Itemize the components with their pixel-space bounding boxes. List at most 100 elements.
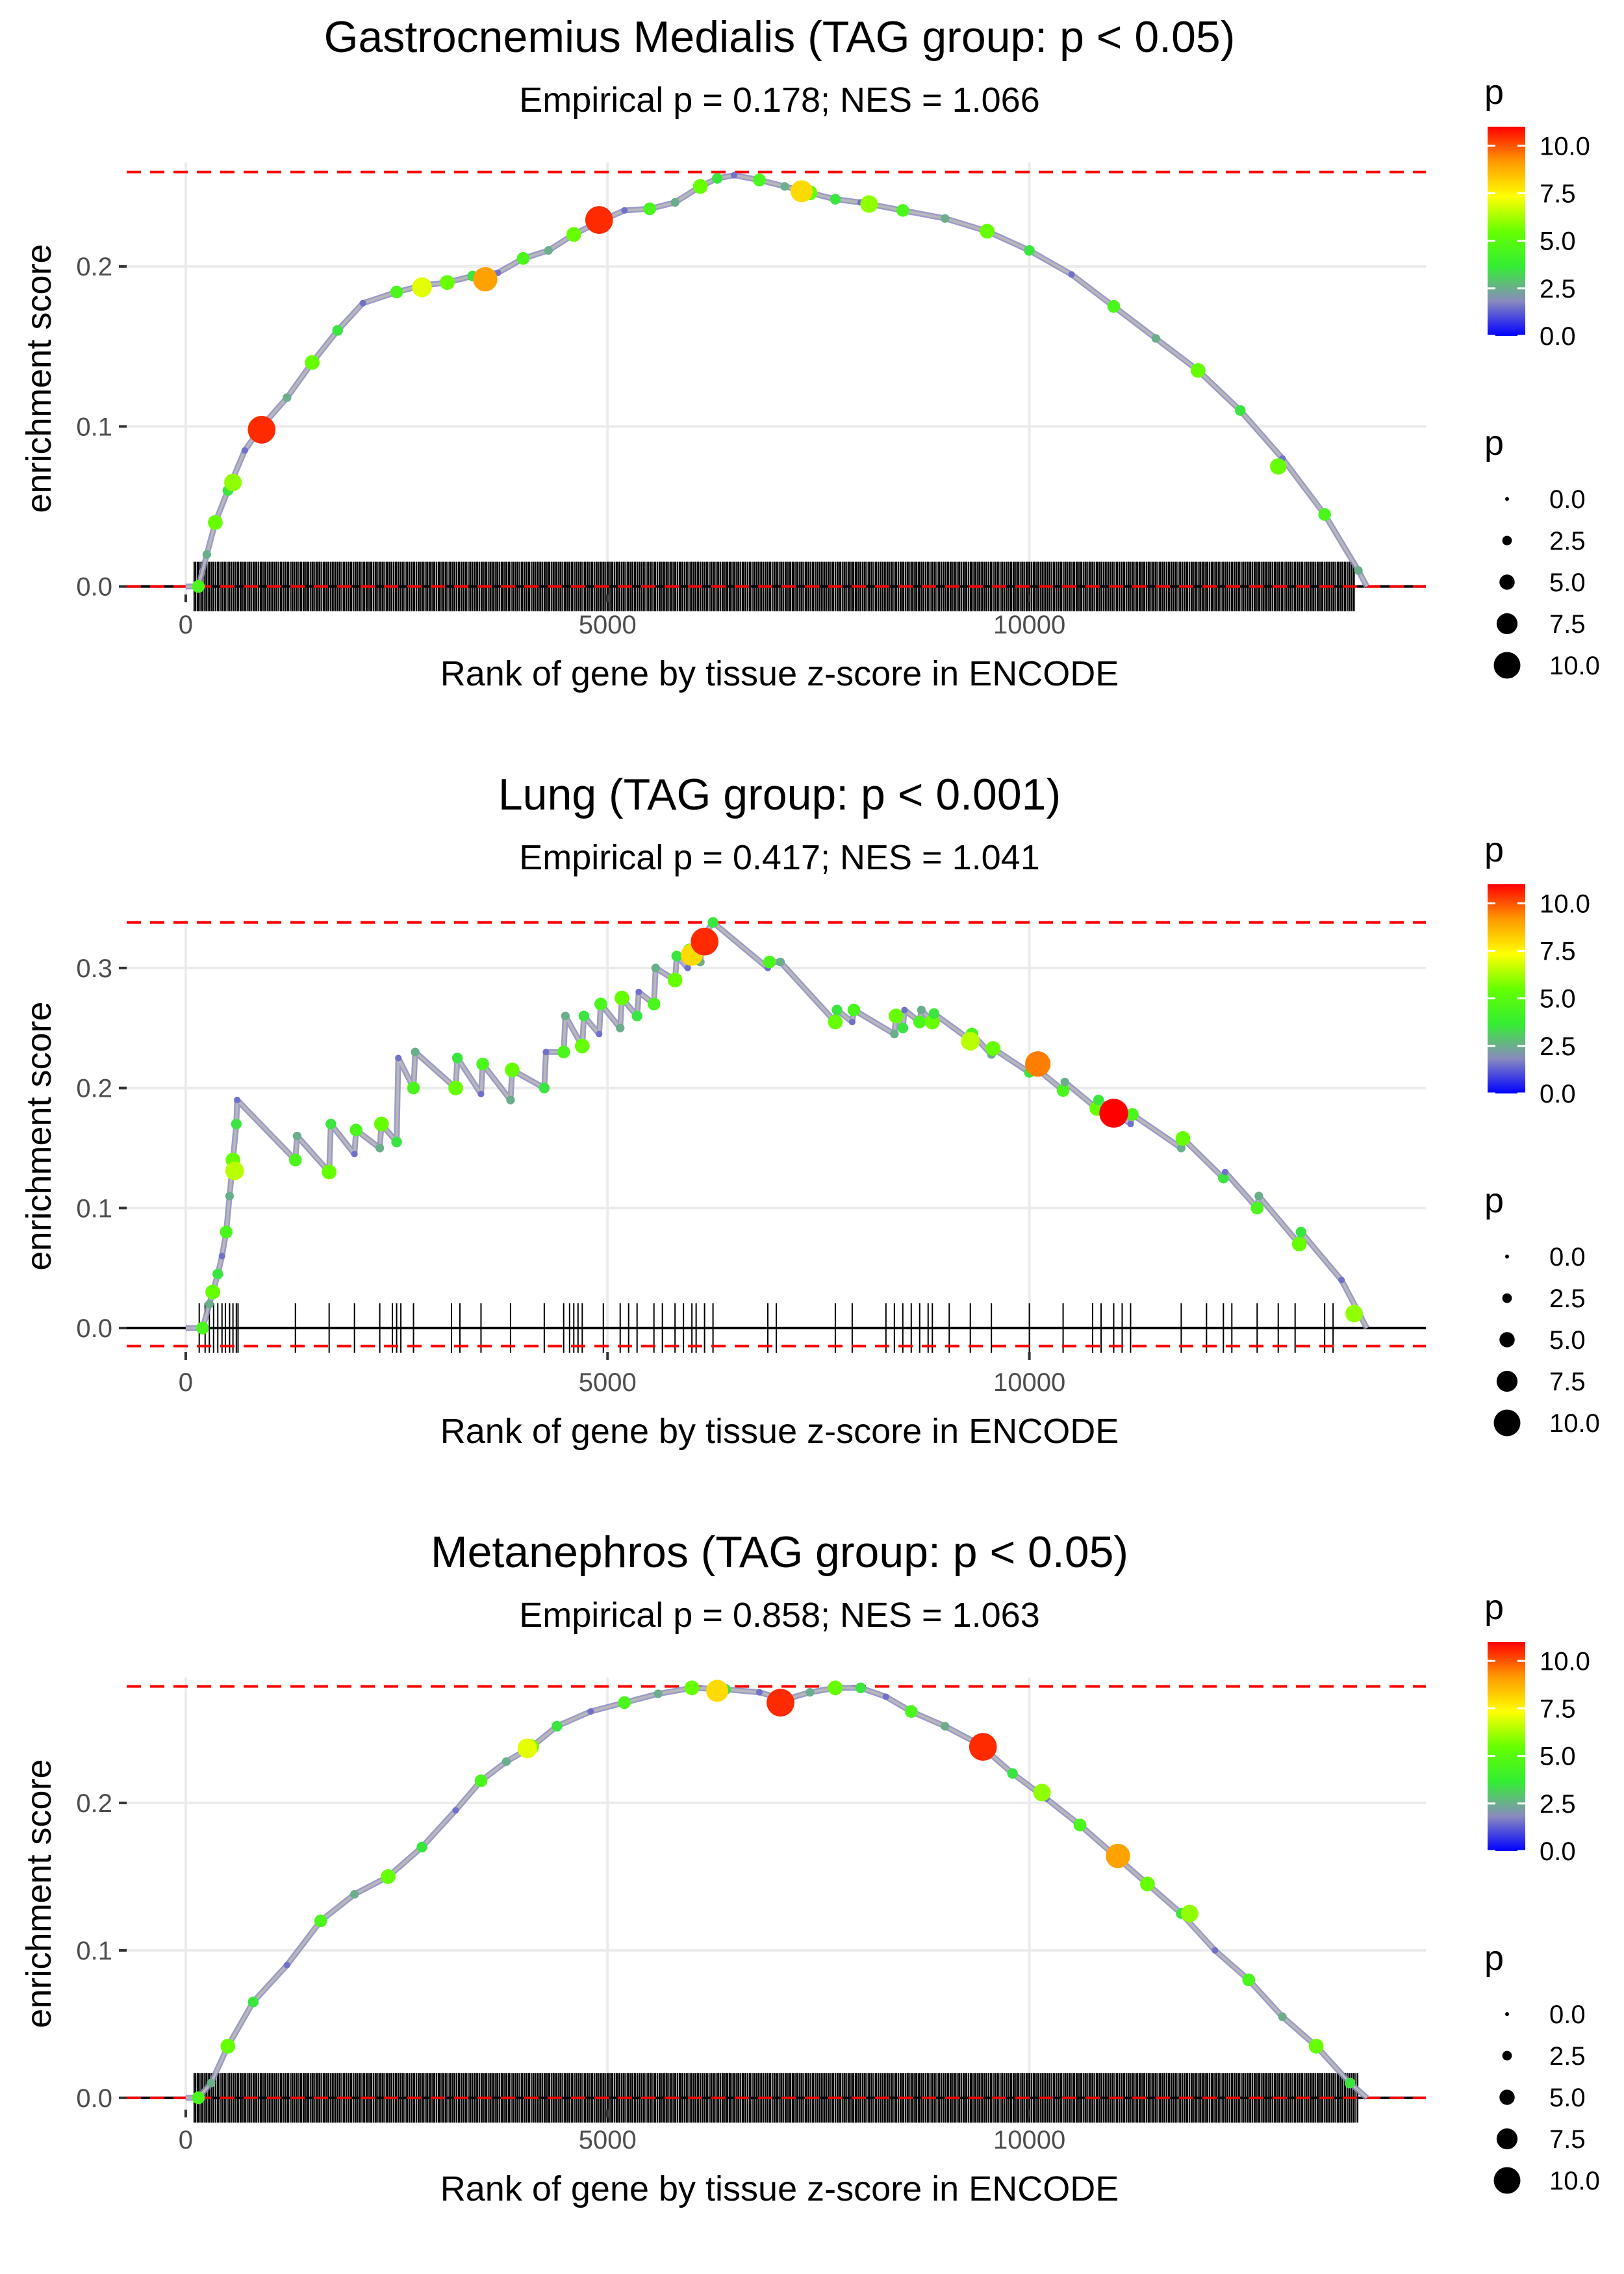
gene-point <box>831 1004 843 1016</box>
gene-point <box>594 997 607 1011</box>
gene-point <box>711 173 723 184</box>
gene-point <box>207 2078 216 2088</box>
y-tick-label: 0.1 <box>76 1194 112 1223</box>
gene-point <box>684 1680 700 1696</box>
gene-point <box>477 1090 485 1097</box>
gene-point <box>1250 1201 1264 1215</box>
color-legend-label: 7.5 <box>1540 179 1576 208</box>
gene-point <box>1093 1094 1104 1106</box>
gene-point <box>1127 1120 1134 1128</box>
gene-point <box>1308 2039 1324 2054</box>
gene-point <box>375 1143 385 1153</box>
size-legend-label: 10.0 <box>1549 1409 1600 1438</box>
gene-point <box>941 1722 950 1731</box>
size-legend-label: 2.5 <box>1549 527 1586 556</box>
size-legend-label: 0.0 <box>1549 2000 1586 2029</box>
highlight-point <box>1033 1783 1051 1802</box>
gene-point <box>643 202 656 216</box>
running-es-line <box>185 921 1368 1330</box>
gene-point <box>476 1057 489 1071</box>
color-legend-label: 0.0 <box>1540 322 1576 351</box>
gene-point <box>631 1010 642 1021</box>
y-tick-label: 0.2 <box>76 253 112 281</box>
gene-point <box>614 990 629 1006</box>
size-legend-title: p <box>1484 424 1504 463</box>
gene-point <box>901 1006 908 1014</box>
gene-point <box>763 955 776 969</box>
gene-point <box>980 224 995 239</box>
x-tick-label: 5000 <box>579 2126 637 2154</box>
gene-point <box>1073 1819 1087 1832</box>
chart-subtitle: Empirical p = 0.178; NES = 1.066 <box>519 81 1039 120</box>
gene-point <box>596 1030 603 1038</box>
gene-point <box>653 1689 663 1698</box>
size-legend-label: 5.0 <box>1549 2084 1586 2112</box>
gene-point <box>390 285 403 299</box>
gene-point <box>451 1053 463 1064</box>
gene-point <box>247 1997 259 2008</box>
y-tick-label: 0.1 <box>76 1937 112 1965</box>
size-legend-label: 5.0 <box>1549 1326 1586 1355</box>
size-legend-label: 5.0 <box>1549 568 1586 597</box>
gene-point <box>574 1038 590 1054</box>
gene-point <box>305 355 320 370</box>
gene-point <box>407 1081 420 1095</box>
gene-point <box>731 172 738 179</box>
x-tick-label: 10000 <box>993 2126 1065 2154</box>
gene-point <box>225 1192 235 1201</box>
gene-point <box>516 251 530 265</box>
gene-point <box>208 515 223 530</box>
size-legend-title: p <box>1484 1181 1504 1220</box>
gene-point <box>241 447 248 454</box>
gene-point <box>1242 1973 1256 1987</box>
gene-point <box>351 1151 358 1158</box>
highlight-point <box>860 195 878 213</box>
size-legend-dot <box>1493 652 1521 679</box>
highlight-point <box>706 1680 729 1702</box>
chart-subtitle: Empirical p = 0.858; NES = 1.063 <box>519 1596 1039 1635</box>
gene-point <box>1235 405 1246 416</box>
gene-point <box>928 1008 940 1019</box>
gene-point <box>283 1961 290 1969</box>
gene-point <box>381 1869 396 1884</box>
color-legend-title: p <box>1484 1588 1504 1627</box>
chart-svg: Metanephros (TAG group: p < 0.05) Empiric… <box>19 1527 1600 2208</box>
highlight-point <box>1345 1305 1364 1323</box>
gene-point <box>635 988 642 995</box>
gene-point <box>1056 1084 1070 1097</box>
color-legend-label: 0.0 <box>1540 1837 1576 1866</box>
chart-title: Metanephros (TAG group: p < 0.05) <box>431 1527 1128 1577</box>
size-legend-dot <box>1499 574 1515 590</box>
gene-point <box>917 1005 926 1015</box>
gene-point <box>882 1693 889 1700</box>
gene-point <box>1254 1192 1263 1201</box>
gene-point <box>897 1023 909 1034</box>
gene-point <box>1007 1768 1018 1779</box>
gene-point <box>448 1080 463 1095</box>
gene-point <box>806 1688 815 1697</box>
color-bar <box>1488 127 1525 336</box>
gene-point <box>196 1322 209 1335</box>
gene-point <box>755 1689 763 1696</box>
chart-panel-2: Lung (TAG group: p < 0.001) Empirical p =… <box>0 758 1624 1515</box>
gene-point <box>1354 566 1363 575</box>
gene-point <box>1344 2077 1356 2089</box>
gene-point <box>1190 363 1206 378</box>
gene-point <box>651 964 660 973</box>
size-legend-dot <box>1499 1332 1515 1348</box>
size-legend-dot <box>1499 2089 1515 2105</box>
chart-title: Gastrocnemius Medialis (TAG group: p < 0… <box>324 12 1236 62</box>
highlight-point <box>790 180 813 203</box>
size-legend-dot <box>1502 535 1512 546</box>
highlight-point <box>1099 1099 1128 1128</box>
x-tick-label: 10000 <box>993 1368 1065 1397</box>
gene-point <box>684 964 691 971</box>
color-bar <box>1488 1642 1525 1851</box>
y-tick-label: 0.0 <box>76 2084 112 2113</box>
gene-point <box>192 2091 205 2104</box>
gene-point <box>1024 245 1035 256</box>
gene-point <box>1140 1876 1155 1892</box>
gene-point <box>539 1082 550 1093</box>
gene-point <box>474 1774 488 1787</box>
chart-svg: Gastrocnemius Medialis (TAG group: p < 0… <box>19 12 1600 693</box>
